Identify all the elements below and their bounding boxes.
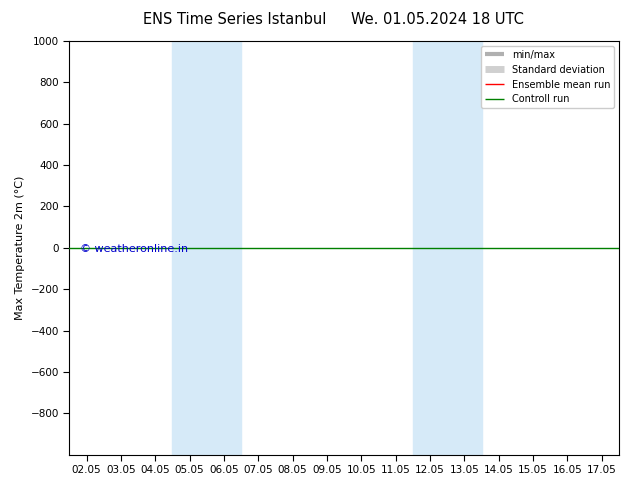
Bar bbox=[447, 41, 482, 455]
Bar bbox=[172, 41, 207, 455]
Text: © weatheronline.in: © weatheronline.in bbox=[81, 244, 188, 254]
Y-axis label: Max Temperature 2m (°C): Max Temperature 2m (°C) bbox=[15, 175, 25, 320]
Bar bbox=[207, 41, 241, 455]
Text: We. 01.05.2024 18 UTC: We. 01.05.2024 18 UTC bbox=[351, 12, 524, 27]
Legend: min/max, Standard deviation, Ensemble mean run, Controll run: min/max, Standard deviation, Ensemble me… bbox=[481, 46, 614, 108]
Text: ENS Time Series Istanbul: ENS Time Series Istanbul bbox=[143, 12, 327, 27]
Bar bbox=[413, 41, 447, 455]
